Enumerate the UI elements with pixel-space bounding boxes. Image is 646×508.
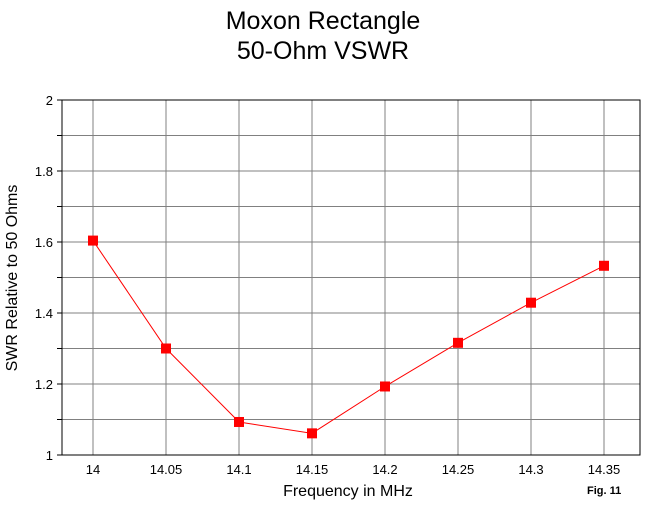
y-tick-label: 1.4: [35, 306, 53, 321]
x-tick-label: 14.25: [442, 462, 475, 477]
data-point-marker: [599, 260, 609, 271]
data-point-marker: [307, 428, 317, 439]
y-tick-label: 1.6: [35, 235, 53, 250]
x-tick-label: 14.2: [372, 462, 397, 477]
x-tick-label: 14.05: [150, 462, 183, 477]
series-line: [92, 240, 605, 434]
plot-frame: [61, 99, 641, 456]
data-point-marker: [161, 343, 171, 354]
x-tick-label: 14.15: [296, 462, 329, 477]
x-tick-label: 14.3: [518, 462, 543, 477]
chart-title: Moxon Rectangle: [225, 7, 421, 35]
x-tick-label: 14.1: [226, 462, 251, 477]
x-axis-label: Frequency in MHz: [283, 483, 413, 500]
y-tick-label: 1.2: [35, 377, 53, 392]
data-point-marker: [380, 381, 390, 392]
figure-number: Fig. 11: [587, 485, 622, 497]
data-point-marker: [234, 416, 244, 427]
y-tick-label: 1.8: [35, 164, 53, 179]
y-tick-label: 2: [46, 93, 53, 108]
y-axis-label: SWR Relative to 50 Ohms: [4, 185, 21, 372]
x-tick-label: 14: [86, 462, 100, 477]
chart-subtitle: 50-Ohm VSWR: [236, 37, 410, 65]
data-point-marker: [526, 297, 536, 308]
data-point-marker: [453, 337, 463, 348]
data-point-marker: [88, 235, 98, 246]
y-tick-label: 1: [46, 448, 53, 463]
x-tick-label: 14.35: [588, 462, 621, 477]
